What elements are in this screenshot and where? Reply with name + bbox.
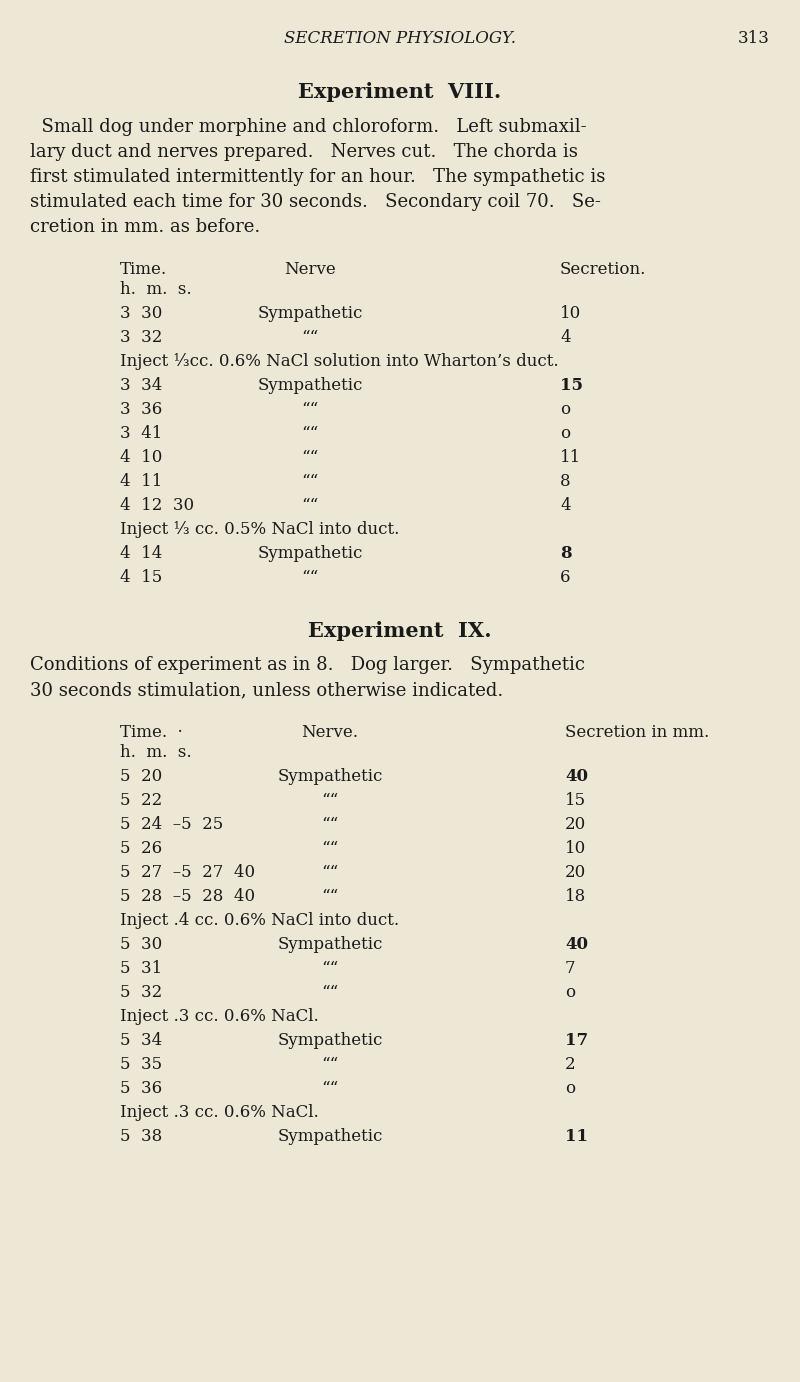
Text: Sympathetic: Sympathetic <box>258 545 362 562</box>
Text: o: o <box>560 401 570 417</box>
Text: 20: 20 <box>565 815 586 833</box>
Text: SECRETION PHYSIOLOGY.: SECRETION PHYSIOLOGY. <box>284 30 516 47</box>
Text: 5  24  –5  25: 5 24 –5 25 <box>120 815 223 833</box>
Text: Inject .3 cc. 0.6% NaCl.: Inject .3 cc. 0.6% NaCl. <box>120 1104 318 1121</box>
Text: 30 seconds stimulation, unless otherwise indicated.: 30 seconds stimulation, unless otherwise… <box>30 681 503 699</box>
Text: ““: ““ <box>322 889 338 905</box>
Text: 3  36: 3 36 <box>120 401 162 417</box>
Text: 18: 18 <box>565 889 586 905</box>
Text: h.  m.  s.: h. m. s. <box>120 744 192 761</box>
Text: 6: 6 <box>560 569 570 586</box>
Text: o: o <box>560 426 570 442</box>
Text: 17: 17 <box>565 1032 588 1049</box>
Text: 10: 10 <box>560 305 582 322</box>
Text: 10: 10 <box>565 840 586 857</box>
Text: 4: 4 <box>560 329 570 346</box>
Text: ““: ““ <box>302 569 318 586</box>
Text: first stimulated intermittently for an hour.   The sympathetic is: first stimulated intermittently for an h… <box>30 169 606 187</box>
Text: 8: 8 <box>560 545 572 562</box>
Text: ““: ““ <box>322 960 338 977</box>
Text: 8: 8 <box>560 473 570 491</box>
Text: 15: 15 <box>560 377 583 394</box>
Text: Nerve.: Nerve. <box>302 724 358 741</box>
Text: Sympathetic: Sympathetic <box>258 377 362 394</box>
Text: Conditions of experiment as in 8.   Dog larger.   Sympathetic: Conditions of experiment as in 8. Dog la… <box>30 656 585 674</box>
Text: ““: ““ <box>302 329 318 346</box>
Text: 5  35: 5 35 <box>120 1056 162 1072</box>
Text: 5  34: 5 34 <box>120 1032 162 1049</box>
Text: Nerve: Nerve <box>284 261 336 278</box>
Text: 5  38: 5 38 <box>120 1128 162 1146</box>
Text: Sympathetic: Sympathetic <box>258 305 362 322</box>
Text: 5  22: 5 22 <box>120 792 162 808</box>
Text: 5  28  –5  28  40: 5 28 –5 28 40 <box>120 889 255 905</box>
Text: ““: ““ <box>322 1056 338 1072</box>
Text: ““: ““ <box>322 792 338 808</box>
Text: 11: 11 <box>560 449 582 466</box>
Text: 5  36: 5 36 <box>120 1079 162 1097</box>
Text: ““: ““ <box>322 1079 338 1097</box>
Text: ““: ““ <box>302 426 318 442</box>
Text: Secretion in mm.: Secretion in mm. <box>565 724 710 741</box>
Text: Inject .4 cc. 0.6% NaCl into duct.: Inject .4 cc. 0.6% NaCl into duct. <box>120 912 399 929</box>
Text: Time.  ·: Time. · <box>120 724 183 741</box>
Text: 7: 7 <box>565 960 576 977</box>
Text: cretion in mm. as before.: cretion in mm. as before. <box>30 218 260 236</box>
Text: 3  41: 3 41 <box>120 426 162 442</box>
Text: 5  30: 5 30 <box>120 936 162 954</box>
Text: 2: 2 <box>565 1056 576 1072</box>
Text: 3  34: 3 34 <box>120 377 162 394</box>
Text: Experiment  IX.: Experiment IX. <box>308 621 492 641</box>
Text: 4  11: 4 11 <box>120 473 162 491</box>
Text: ““: ““ <box>322 815 338 833</box>
Text: 11: 11 <box>565 1128 588 1146</box>
Text: 4  12  30: 4 12 30 <box>120 498 194 514</box>
Text: ““: ““ <box>322 864 338 880</box>
Text: 4  14: 4 14 <box>120 545 162 562</box>
Text: Sympathetic: Sympathetic <box>278 936 382 954</box>
Text: o: o <box>565 984 575 1001</box>
Text: stimulated each time for 30 seconds.   Secondary coil 70.   Se-: stimulated each time for 30 seconds. Sec… <box>30 193 601 211</box>
Text: 313: 313 <box>738 30 770 47</box>
Text: ““: ““ <box>322 840 338 857</box>
Text: 20: 20 <box>565 864 586 880</box>
Text: 5  20: 5 20 <box>120 768 162 785</box>
Text: 3  32: 3 32 <box>120 329 162 346</box>
Text: 4  10: 4 10 <box>120 449 162 466</box>
Text: Sympathetic: Sympathetic <box>278 1032 382 1049</box>
Text: ““: ““ <box>322 984 338 1001</box>
Text: ““: ““ <box>302 498 318 514</box>
Text: 3  30: 3 30 <box>120 305 162 322</box>
Text: 5  31: 5 31 <box>120 960 162 977</box>
Text: Sympathetic: Sympathetic <box>278 1128 382 1146</box>
Text: 15: 15 <box>565 792 586 808</box>
Text: Secretion.: Secretion. <box>560 261 646 278</box>
Text: Time.: Time. <box>120 261 167 278</box>
Text: 4  15: 4 15 <box>120 569 162 586</box>
Text: Inject .3 cc. 0.6% NaCl.: Inject .3 cc. 0.6% NaCl. <box>120 1007 318 1025</box>
Text: 40: 40 <box>565 936 588 954</box>
Text: 5  32: 5 32 <box>120 984 162 1001</box>
Text: 4: 4 <box>560 498 570 514</box>
Text: Inject ⅓cc. 0.6% NaCl solution into Wharton’s duct.: Inject ⅓cc. 0.6% NaCl solution into Whar… <box>120 352 558 370</box>
Text: ““: ““ <box>302 401 318 417</box>
Text: lary duct and nerves prepared.   Nerves cut.   The chorda is: lary duct and nerves prepared. Nerves cu… <box>30 142 578 160</box>
Text: ““: ““ <box>302 449 318 466</box>
Text: 5  26: 5 26 <box>120 840 162 857</box>
Text: Small dog under morphine and chloroform.   Left submaxil-: Small dog under morphine and chloroform.… <box>30 117 586 135</box>
Text: o: o <box>565 1079 575 1097</box>
Text: 40: 40 <box>565 768 588 785</box>
Text: ““: ““ <box>302 473 318 491</box>
Text: h.  m.  s.: h. m. s. <box>120 281 192 299</box>
Text: Sympathetic: Sympathetic <box>278 768 382 785</box>
Text: 5  27  –5  27  40: 5 27 –5 27 40 <box>120 864 255 880</box>
Text: Inject ⅓ cc. 0.5% NaCl into duct.: Inject ⅓ cc. 0.5% NaCl into duct. <box>120 521 399 538</box>
Text: Experiment  VIII.: Experiment VIII. <box>298 82 502 102</box>
